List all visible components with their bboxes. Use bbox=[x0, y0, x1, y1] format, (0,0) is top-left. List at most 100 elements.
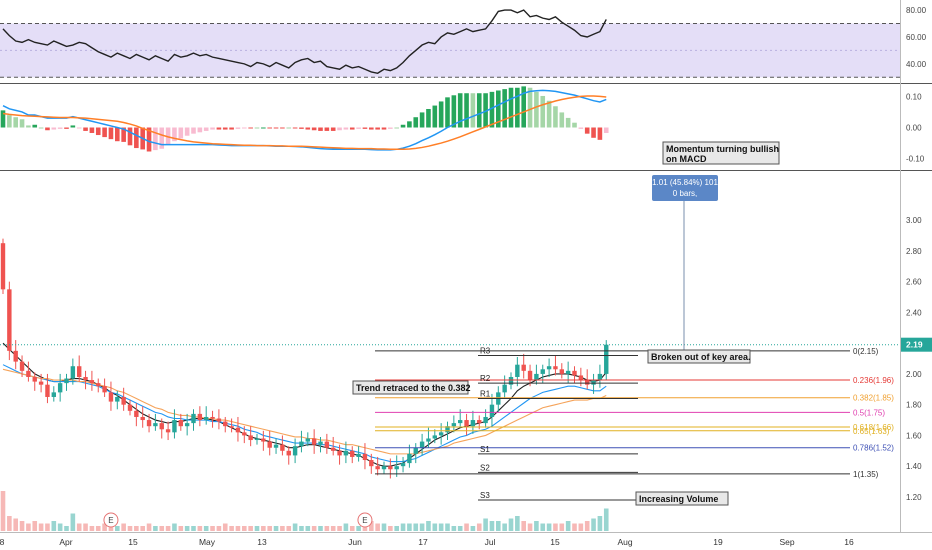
candle-body bbox=[369, 460, 374, 467]
ma-slow-line bbox=[2, 368, 607, 455]
volume-bar bbox=[584, 521, 590, 531]
candle-body bbox=[235, 427, 241, 433]
macd-histogram-bar bbox=[89, 127, 95, 133]
macd-histogram-bar bbox=[115, 127, 120, 142]
macd-line bbox=[2, 89, 607, 151]
macd-histogram-bar bbox=[515, 87, 520, 128]
macd-histogram-bar bbox=[38, 127, 44, 129]
macd-histogram-bar bbox=[337, 127, 342, 131]
fib-level-label: 0.5(1.75) bbox=[853, 408, 885, 417]
last-price-tag bbox=[901, 337, 932, 352]
macd-histogram-bar bbox=[464, 93, 469, 128]
volume-bar bbox=[413, 523, 419, 531]
rsi-tick-label: 80.00 bbox=[906, 6, 927, 15]
macd-histogram-bar bbox=[127, 127, 133, 146]
candle-body bbox=[26, 370, 31, 377]
volume-bar bbox=[324, 526, 330, 531]
macd-histogram-bar bbox=[45, 127, 50, 131]
price-tick-label: 2.80 bbox=[906, 247, 922, 256]
macd-histogram-bar bbox=[457, 93, 463, 128]
volume-bar bbox=[134, 526, 139, 531]
pivot-label: S1 bbox=[480, 445, 490, 454]
macd-histogram-bar bbox=[419, 112, 425, 128]
price-tick-label: 1.80 bbox=[906, 401, 922, 410]
earnings-marker[interactable] bbox=[103, 512, 119, 528]
volume-bar bbox=[591, 518, 596, 531]
volume-bar bbox=[470, 526, 476, 531]
volume-bar bbox=[375, 523, 380, 531]
volume-bar bbox=[89, 526, 95, 531]
macd-histogram-bar bbox=[203, 127, 209, 131]
macd-histogram-bar bbox=[470, 93, 476, 128]
volume-bar bbox=[438, 523, 444, 531]
macd-histogram-bar bbox=[603, 127, 609, 133]
volume-bar bbox=[369, 521, 374, 531]
pivot-label: R1 bbox=[480, 390, 491, 399]
volume-bar bbox=[432, 523, 438, 531]
volume-bar bbox=[527, 523, 533, 531]
macd-histogram-bar bbox=[248, 127, 253, 129]
macd-histogram-bar bbox=[153, 127, 158, 151]
candle-body bbox=[261, 438, 266, 442]
candle-body bbox=[223, 421, 228, 427]
candle-body bbox=[527, 370, 533, 381]
candle-body bbox=[134, 410, 139, 417]
price-tick-label: 1.60 bbox=[906, 431, 922, 440]
volume-bar bbox=[70, 513, 76, 531]
volume-bar bbox=[108, 526, 114, 531]
annotation-trend[interactable] bbox=[352, 380, 469, 395]
volume-bar bbox=[311, 526, 317, 531]
annotation-breakout[interactable] bbox=[647, 349, 751, 364]
volume-bar bbox=[159, 526, 165, 531]
candle-body bbox=[331, 447, 336, 451]
volume-bar bbox=[267, 526, 272, 531]
volume-bar bbox=[464, 523, 469, 531]
macd-histogram-bar bbox=[280, 127, 285, 129]
macd-histogram-bar bbox=[222, 127, 228, 130]
candle-body bbox=[508, 376, 514, 385]
macd-histogram-bar bbox=[489, 91, 495, 128]
volume-bar bbox=[540, 523, 546, 531]
earnings-marker[interactable] bbox=[357, 512, 373, 528]
annotation-breakout-text: Broken out of key area. bbox=[651, 352, 751, 362]
volume-bar bbox=[115, 526, 120, 531]
candle-body bbox=[305, 438, 310, 442]
volume-bar bbox=[292, 523, 298, 531]
candle-body bbox=[102, 386, 107, 393]
annotation-volume[interactable] bbox=[635, 491, 729, 506]
candle-body bbox=[210, 416, 215, 419]
macd-histogram-bar bbox=[311, 127, 317, 131]
volume-bar bbox=[273, 526, 279, 531]
measure-tooltip[interactable] bbox=[652, 175, 718, 201]
time-tick-label: Apr bbox=[59, 537, 72, 547]
candle-body bbox=[0, 243, 6, 290]
candle-body bbox=[597, 373, 603, 381]
macd-histogram-bar bbox=[451, 95, 457, 128]
candle-body bbox=[381, 466, 387, 470]
candle-body bbox=[534, 373, 539, 381]
volume-bar bbox=[546, 523, 552, 531]
macd-histogram-bar bbox=[172, 127, 177, 142]
candle-body bbox=[553, 366, 558, 370]
time-tick-label: Jul bbox=[485, 537, 496, 547]
volume-bar bbox=[38, 523, 44, 531]
candle-body bbox=[489, 404, 495, 417]
price-tick-label: 1.20 bbox=[906, 493, 922, 502]
annotation-momentum[interactable] bbox=[662, 141, 780, 165]
fib-level-label: 1(1.35) bbox=[853, 470, 879, 479]
time-tick-label: 8 bbox=[0, 537, 5, 547]
volume-bar bbox=[146, 523, 152, 531]
annotation-momentum-text: Momentum turning bullish bbox=[666, 144, 779, 154]
volume-bar bbox=[299, 526, 304, 531]
volume-bar bbox=[388, 526, 393, 531]
macd-histogram-bar bbox=[597, 127, 603, 140]
fib-level-label: 0.618(1.66) bbox=[853, 423, 894, 432]
volume-bar bbox=[76, 523, 82, 531]
volume-bar bbox=[508, 518, 514, 531]
macd-histogram-bar bbox=[553, 106, 558, 128]
volume-bar bbox=[451, 526, 457, 531]
macd-histogram-bar bbox=[76, 127, 82, 129]
volume-bar bbox=[153, 526, 158, 531]
